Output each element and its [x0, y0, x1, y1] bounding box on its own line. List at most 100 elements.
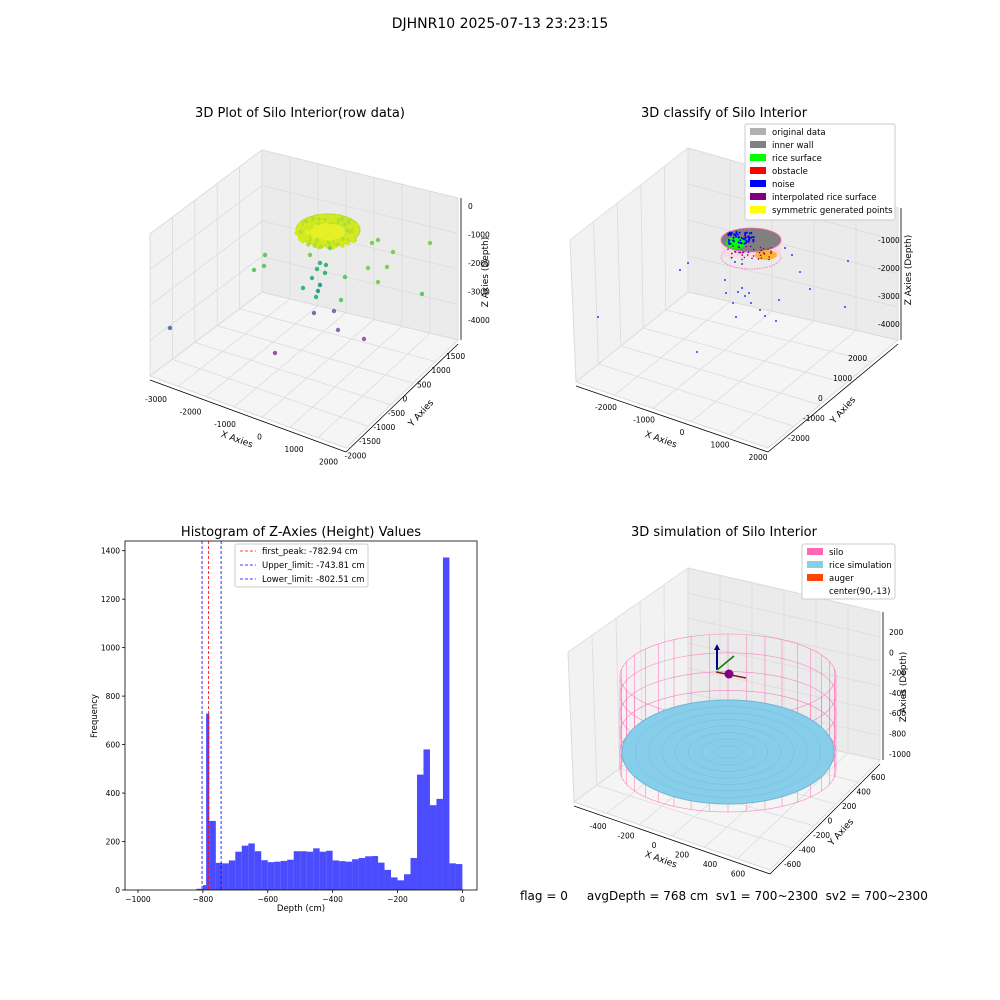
legend-frame [744, 123, 896, 221]
grid-line [643, 327, 847, 384]
noise-point [751, 236, 754, 239]
z-tick-label: -4000 [468, 316, 490, 325]
histogram-bar [274, 861, 281, 890]
noise-point [729, 234, 732, 237]
grid-line [345, 339, 459, 449]
legend: original data inner wall rice surface obsta… [744, 123, 896, 221]
legend-label: original data [772, 128, 826, 138]
legend-frame [234, 543, 369, 588]
y-tick-label: -1000 [803, 414, 825, 423]
data-point [390, 249, 396, 255]
x-axis-line [575, 385, 769, 453]
chart-title: 3D Plot of Silo Interior(row data) [195, 106, 405, 121]
x-tick-label: 0 [257, 433, 262, 442]
x-tick-label: 600 [731, 870, 746, 879]
data-point [261, 263, 267, 269]
noise-point [734, 261, 736, 263]
y-tick-label: -1500 [359, 437, 381, 446]
rice-mesh [635, 706, 821, 798]
y-axis-line [769, 763, 881, 875]
legend-label: first_peak: -782.94 cm [262, 547, 358, 557]
data-point [342, 274, 348, 280]
noise-point [791, 254, 793, 256]
interpolated-point [749, 245, 752, 248]
y-tick-label: 0 [828, 817, 833, 826]
noise-point [748, 238, 751, 241]
data-point [353, 227, 358, 232]
noise-point [737, 291, 739, 293]
noise-point [799, 271, 801, 273]
x-tick-label: −600 [257, 895, 278, 904]
x-tick-label: 200 [675, 851, 690, 860]
legend-label: noise [772, 180, 795, 190]
noise-point [743, 242, 746, 245]
histogram-bar [254, 851, 262, 890]
noise-point [764, 315, 766, 317]
noise-point [725, 292, 727, 294]
y-arrow [716, 655, 735, 671]
noise-point [775, 320, 777, 322]
noise-point [724, 279, 726, 281]
z-tick-label: -3000 [878, 292, 900, 301]
histogram-bar [261, 860, 268, 890]
noise-point [752, 238, 755, 241]
legend: first_peak: -782.94 cm Upper_limit: -743.… [234, 543, 369, 588]
data-point [375, 279, 381, 285]
grid-line [194, 342, 391, 406]
data-point [332, 219, 338, 224]
interpolated-point [751, 257, 753, 260]
histogram-bar [326, 850, 333, 890]
data-point [353, 231, 358, 237]
data-point [319, 238, 324, 244]
data-point [322, 240, 328, 245]
data-point [338, 297, 344, 303]
figure-title: DJHNR10 2025-07-13 23:23:15 [391, 16, 609, 32]
data-point [300, 239, 306, 244]
z-tick-label: 0 [889, 648, 894, 657]
chart-title: 3D classify of Silo Interior [641, 106, 808, 121]
x-tick-label: −800 [193, 895, 214, 904]
histogram-bar [365, 856, 372, 890]
data-point [262, 252, 268, 258]
noise-point [778, 299, 780, 301]
z-axis-label: Z Axies (Depth) [904, 235, 914, 306]
grid-line [640, 184, 644, 329]
grid-line [593, 221, 599, 365]
noise-point [750, 231, 753, 234]
interpolated-point [757, 258, 760, 260]
legend-swatch [750, 154, 766, 161]
interpolated-point [770, 250, 772, 253]
grid-line [289, 325, 403, 428]
noise-point [727, 241, 730, 244]
histogram-bar [397, 880, 405, 890]
grid-line [177, 298, 291, 387]
data-point [365, 265, 371, 271]
y-tick-label: 600 [106, 741, 121, 750]
data-point [298, 222, 303, 227]
noise-point [727, 234, 730, 237]
interpolated-point [768, 258, 770, 261]
noise-point [743, 234, 746, 237]
grid-line [149, 149, 263, 235]
grid-line [261, 291, 459, 341]
y-tick-label: 1500 [446, 352, 465, 361]
histogram-bar [339, 861, 346, 890]
data-point [307, 252, 313, 258]
y-tick-label: 1200 [101, 595, 120, 604]
interpolated-point [770, 252, 772, 254]
y-tick-label: 0 [818, 394, 823, 403]
histogram-bar [215, 862, 223, 890]
mesh-ring [714, 745, 742, 759]
legend-label: inner wall [772, 141, 813, 151]
x-tick-label: -2000 [180, 408, 202, 417]
interpolated-point [731, 252, 733, 255]
data-point [334, 214, 339, 219]
noise-point [844, 306, 846, 308]
plot-frame [124, 540, 478, 891]
data-point [337, 238, 342, 243]
y-tick-label: 1000 [432, 366, 451, 375]
noise-point [750, 302, 752, 304]
data-point [323, 262, 329, 268]
